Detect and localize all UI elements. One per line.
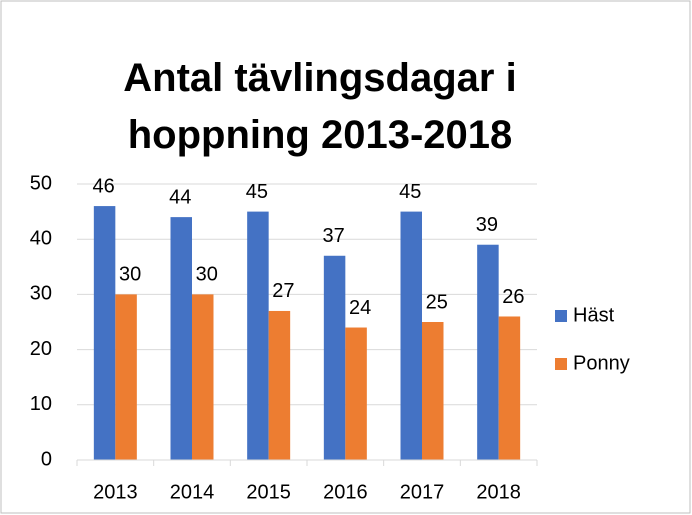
chart-title: Antal tävlingsdagar i hoppning 2013-2018	[123, 56, 517, 157]
bar	[192, 294, 214, 460]
bar	[268, 310, 291, 460]
data-label: 45	[399, 181, 421, 203]
data-label: 46	[92, 175, 114, 197]
data-label: 24	[349, 297, 371, 319]
y-tick-label: 30	[30, 283, 52, 305]
data-label: 37	[322, 225, 344, 247]
bar	[345, 327, 367, 460]
bar	[400, 211, 422, 460]
data-label: 45	[246, 181, 268, 203]
x-tick-label: 2014	[170, 481, 215, 503]
legend-label: Häst	[573, 304, 615, 326]
bar	[247, 211, 269, 460]
bar	[93, 206, 116, 460]
x-tick-label: 2015	[246, 481, 291, 503]
y-tick-label: 10	[30, 393, 52, 415]
data-label: 25	[426, 291, 448, 313]
y-tick-label: 20	[30, 338, 52, 360]
legend-label: Ponny	[573, 352, 630, 374]
data-label: 39	[476, 214, 498, 236]
bar	[498, 316, 521, 460]
x-tick-label: 2013	[93, 481, 138, 503]
data-label: 26	[502, 286, 524, 308]
data-label: 30	[196, 264, 218, 286]
bar	[477, 244, 499, 460]
data-label: 27	[272, 280, 294, 302]
x-tick-label: 2017	[400, 481, 445, 503]
bar	[115, 294, 137, 460]
y-tick-label: 40	[30, 227, 52, 249]
x-tick-label: 2018	[476, 481, 521, 503]
legend-swatch	[555, 310, 567, 322]
bar	[323, 255, 346, 460]
data-label: 30	[119, 264, 141, 286]
bar	[422, 322, 444, 460]
y-tick-label: 50	[30, 172, 52, 194]
y-tick-label: 0	[41, 448, 52, 470]
legend-swatch	[555, 358, 567, 370]
data-label: 44	[169, 186, 191, 208]
bar	[170, 217, 192, 460]
x-tick-label: 2016	[323, 481, 368, 503]
